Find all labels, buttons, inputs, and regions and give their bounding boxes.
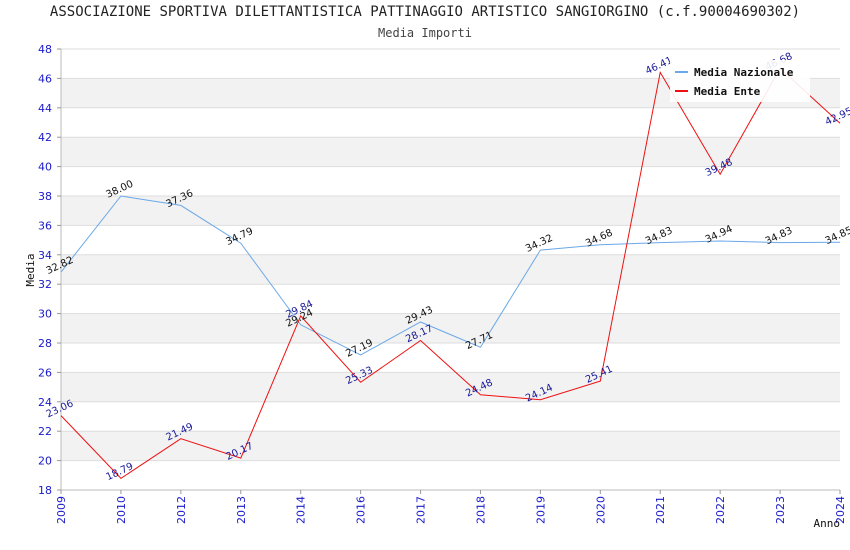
y-tick-label: 24 [38,396,52,409]
y-tick-label: 46 [38,72,52,85]
series-line-media-nazionale [60,195,841,356]
legend-label: Media Nazionale [694,66,794,79]
grid-band [61,401,840,432]
grid-band [61,196,840,226]
grid-band [61,225,840,255]
x-tick-label: 2017 [415,496,428,524]
y-tick-label: 34 [38,249,52,262]
grid-band [61,107,840,138]
x-tick-label: 2023 [774,496,787,524]
y-tick-label: 38 [38,190,52,203]
chart-title: ASSOCIAZIONE SPORTIVA DILETTANTISTICA PA… [49,4,801,20]
y-tick-label: 42 [38,131,52,144]
y-tick-label: 26 [38,366,52,379]
grid-band [61,137,840,167]
grid-band [61,254,840,285]
y-tick-label: 20 [38,455,52,468]
axes [60,49,840,491]
grid-band [61,313,840,343]
grid-band [61,460,840,490]
chart-subtitle: Media Importi [378,26,472,40]
y-tick-label: 32 [38,278,52,291]
y-tick-label: 40 [38,161,52,174]
grid-band [61,284,840,314]
series-line-media-ente [60,67,841,480]
grid-band [61,431,840,461]
x-tick-label: 2021 [654,496,667,524]
legend-label: Media Ente [694,85,761,98]
x-tick-label: 2014 [295,496,308,524]
y-axis-ticks: 18 20 22 24 26 28 30 32 34 36 38 40 42 44 46 48 [38,43,61,497]
x-axis-ticks: 2009 2010 2012 2013 2014 2016 2017 2018 2019 2020… [55,490,847,524]
x-tick-label: 2018 [474,496,487,524]
y-tick-label: 28 [38,337,52,350]
x-tick-label: 2024 [834,496,847,524]
legend: Media Nazionale Media Ente [670,60,810,102]
series-lines [60,67,841,480]
y-tick-label: 22 [38,425,52,438]
x-axis-title: Anno [814,517,841,530]
x-tick-label: 2022 [714,496,727,524]
x-tick-label: 2020 [594,496,607,524]
grid-band [61,372,840,402]
y-tick-label: 48 [38,43,52,56]
x-tick-label: 2012 [175,496,188,524]
grid-band [61,166,840,196]
y-tick-label: 18 [38,484,52,497]
legend-box [670,60,810,102]
y-tick-label: 44 [38,102,52,115]
x-tick-label: 2016 [355,496,368,524]
x-tick-label: 2009 [55,496,68,524]
x-tick-label: 2013 [235,496,248,524]
y-tick-label: 30 [38,308,52,321]
y-axis-title: Media [24,253,37,286]
x-tick-label: 2010 [115,496,128,524]
y-tick-label: 36 [38,219,52,232]
plot-background [61,49,840,490]
x-tick-label: 2019 [534,496,547,524]
